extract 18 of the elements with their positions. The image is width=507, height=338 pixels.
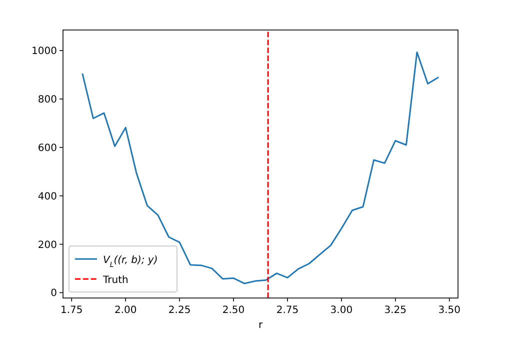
x-tick-label: 2.00: [114, 305, 137, 316]
x-tick-label: 3.25: [384, 305, 407, 316]
y-tick-label: 800: [38, 94, 57, 106]
line-series: [82, 52, 440, 284]
x-tick-label: 3.50: [438, 305, 460, 316]
y-tick-label: 600: [38, 142, 57, 154]
y-tick-label: 200: [38, 240, 57, 251]
y-tick-label: 1000: [32, 46, 57, 58]
x-tick-label: 2.25: [168, 305, 191, 316]
y-tick-label: 400: [38, 191, 57, 202]
x-tick-label: 2.75: [276, 305, 299, 316]
y-tick-label: 0: [50, 288, 57, 300]
x-axis-title: r: [258, 320, 264, 331]
x-tick-label: 1.75: [60, 305, 83, 316]
legend-label: Truth: [102, 275, 128, 286]
x-tick-label: 2.50: [222, 305, 245, 316]
legend-label: V$_{L}$((r, b); y): [103, 255, 158, 269]
x-tick-label: 3.00: [330, 305, 353, 316]
